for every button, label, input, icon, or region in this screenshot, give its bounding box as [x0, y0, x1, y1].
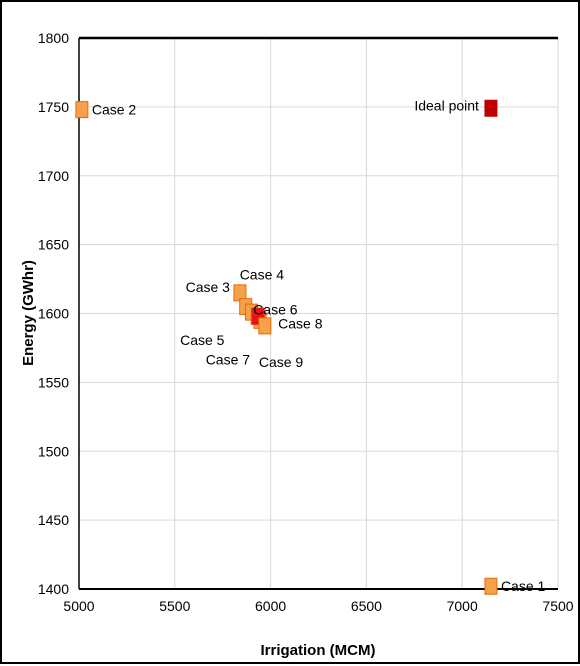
point-label: Case 4 [240, 267, 285, 283]
y-tick-label: 1800 [38, 30, 69, 46]
y-tick-label: 1450 [38, 512, 69, 528]
x-tick-label: 7500 [542, 598, 573, 614]
point-label: Case 2 [92, 102, 137, 118]
x-axis-title: Irrigation (MCM) [261, 642, 376, 659]
point-label: Case 7 [206, 351, 251, 367]
point-label: Case 6 [253, 301, 298, 317]
y-tick-label: 1600 [38, 306, 69, 322]
scatter-point [75, 101, 89, 119]
y-axis-title: Energy (GWhr) [20, 260, 37, 366]
y-tick-label: 1400 [38, 581, 69, 597]
ticks-layer: 5000 5500 6000 6500 7000 7500 1400 1450 1500 1550… [38, 30, 574, 614]
y-tick-label: 1500 [38, 443, 69, 459]
scatter-point [484, 577, 498, 595]
x-tick-label: 7000 [447, 598, 478, 614]
point-label: Case 1 [501, 578, 546, 594]
scatter-point [484, 99, 498, 117]
y-tick-label: 1650 [38, 237, 69, 253]
scatter-point [258, 317, 272, 335]
point-label: Case 9 [259, 354, 304, 370]
x-tick-label: 5000 [63, 598, 94, 614]
x-tick-label: 6000 [255, 598, 286, 614]
points-layer [75, 99, 498, 595]
point-label: Ideal point [414, 97, 479, 113]
point-label: Case 3 [186, 279, 231, 295]
y-tick-label: 1550 [38, 374, 69, 390]
y-tick-label: 1750 [38, 99, 69, 115]
x-tick-label: 5500 [159, 598, 190, 614]
axes-layer [78, 36, 558, 590]
x-tick-label: 6500 [351, 598, 382, 614]
point-label: Case 8 [278, 315, 323, 331]
point-label: Case 5 [180, 332, 225, 348]
grid-layer [78, 37, 559, 590]
y-tick-label: 1700 [38, 168, 69, 184]
